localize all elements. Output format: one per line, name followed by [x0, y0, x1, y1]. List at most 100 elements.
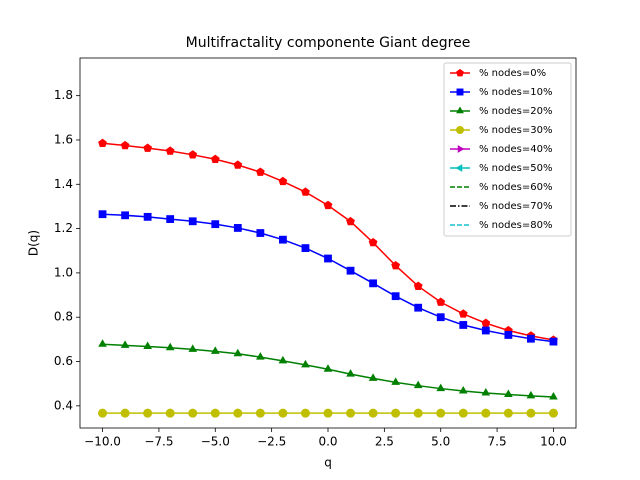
marker	[210, 346, 220, 354]
marker	[481, 408, 491, 418]
marker	[436, 297, 446, 306]
x-tick-label: 7.5	[488, 435, 507, 449]
x-tick-label: −2.5	[257, 435, 286, 449]
marker	[456, 126, 464, 134]
legend-label: % nodes=30%	[479, 125, 552, 136]
marker	[481, 318, 491, 327]
marker	[414, 303, 423, 312]
marker	[300, 408, 310, 418]
legend-frame	[443, 62, 572, 237]
marker	[211, 220, 220, 229]
marker	[233, 160, 243, 169]
legend: % nodes=0% % nodes=10% % nodes=20% % nodes=…	[443, 62, 572, 237]
marker	[436, 408, 446, 418]
legend-label: % nodes=0%	[479, 68, 546, 79]
legend-label: % nodes=20%	[479, 106, 552, 117]
marker	[98, 339, 107, 347]
chart-title: Multifractality componente Giant degree	[186, 35, 471, 51]
marker	[369, 279, 377, 288]
marker	[457, 145, 465, 153]
marker	[279, 235, 287, 244]
marker	[188, 217, 197, 226]
marker	[323, 200, 333, 210]
x-tick-label: −5.0	[201, 435, 230, 449]
marker	[143, 408, 153, 418]
marker	[368, 408, 378, 418]
marker	[504, 331, 513, 339]
legend-label: % nodes=70%	[479, 201, 552, 212]
marker	[143, 143, 153, 152]
marker	[188, 344, 198, 352]
marker	[368, 237, 378, 247]
marker	[526, 408, 536, 418]
marker	[188, 408, 198, 418]
marker	[456, 88, 464, 96]
marker	[459, 321, 468, 329]
marker	[143, 341, 152, 349]
marker	[436, 313, 445, 322]
marker	[120, 408, 130, 418]
marker	[278, 408, 288, 418]
y-tick-label: 1.8	[54, 88, 73, 102]
x-tick-label: 0.0	[318, 435, 337, 449]
marker	[233, 224, 242, 232]
marker	[301, 187, 310, 196]
y-tick-label: 1.0	[54, 265, 73, 279]
marker	[548, 408, 558, 418]
marker	[346, 408, 356, 418]
y-tick-label: 0.8	[54, 310, 73, 324]
marker	[256, 352, 265, 360]
marker	[526, 390, 536, 399]
marker	[549, 391, 558, 400]
marker	[324, 254, 332, 263]
x-tick-label: −10.0	[84, 435, 121, 449]
legend-label: % nodes=10%	[479, 87, 552, 98]
x-tick-label: 10.0	[540, 435, 567, 449]
marker	[458, 385, 468, 394]
x-tick-label: 2.5	[375, 435, 394, 449]
plot-frame	[79, 57, 577, 429]
marker	[481, 387, 491, 396]
marker	[210, 154, 220, 163]
marker	[456, 106, 464, 114]
x-axis-label: q	[324, 456, 332, 470]
legend-label: % nodes=50%	[479, 163, 552, 174]
marker	[481, 326, 490, 335]
marker	[346, 369, 355, 377]
y-tick-label: 1.4	[54, 177, 73, 191]
y-tick-label: 1.6	[54, 132, 73, 146]
marker	[346, 216, 355, 226]
marker	[98, 210, 107, 219]
marker	[255, 408, 265, 418]
marker	[98, 408, 108, 418]
marker	[458, 408, 468, 418]
marker	[456, 68, 464, 77]
marker	[436, 383, 446, 392]
marker	[413, 380, 423, 389]
marker	[233, 348, 243, 357]
y-tick-label: 1.2	[54, 221, 73, 235]
marker	[391, 260, 401, 270]
marker	[527, 334, 535, 343]
marker	[455, 164, 463, 172]
marker	[391, 377, 400, 385]
marker	[503, 408, 513, 418]
marker	[188, 150, 198, 159]
marker	[233, 408, 243, 418]
x-tick-label: 5.0	[431, 435, 450, 449]
marker	[165, 342, 175, 351]
marker	[98, 138, 107, 148]
marker	[165, 408, 175, 418]
marker	[120, 340, 130, 348]
marker	[391, 292, 400, 301]
marker	[504, 389, 513, 398]
marker	[301, 359, 310, 368]
x-tick-label: −7.5	[144, 435, 173, 449]
marker	[391, 408, 401, 418]
marker	[255, 167, 265, 176]
marker	[323, 364, 333, 372]
marker	[166, 215, 175, 223]
marker	[346, 266, 355, 275]
legend-label: % nodes=80%	[479, 220, 552, 231]
marker	[323, 408, 333, 418]
